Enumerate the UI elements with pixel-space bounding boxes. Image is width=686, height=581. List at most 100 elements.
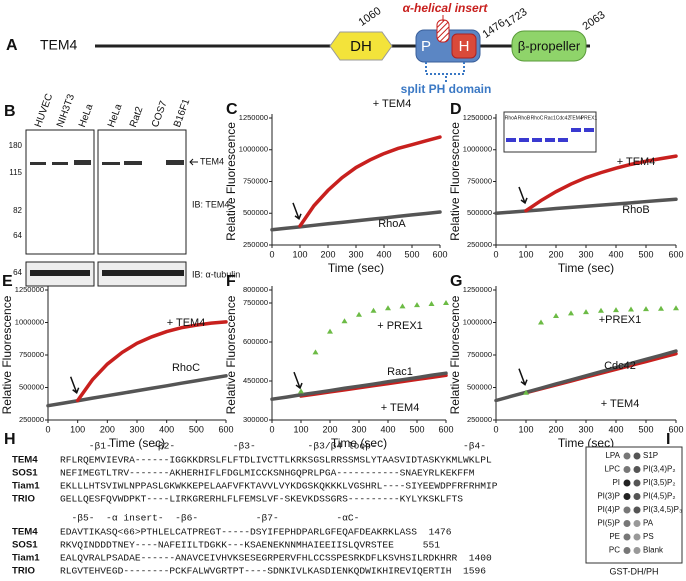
x-tick-label: 0 (269, 424, 274, 434)
y-axis-label: Relative Fluorescence (0, 295, 14, 414)
x-tick-label: 400 (159, 424, 174, 434)
lipid-label: Blank (643, 546, 664, 555)
y-tick-label: 600000 (243, 337, 268, 346)
chart: F 300000 450000 600000 750000 800000 0 100 200 30… (224, 273, 453, 450)
inset-band (545, 138, 555, 142)
panel-b: B (4, 103, 187, 287)
x-tick-label: 500 (404, 249, 419, 259)
x-tick-label: 500 (189, 424, 204, 434)
lipid-spot (633, 547, 641, 554)
sequence: RKVQINDDDTNEY----NAFEIILTDGKK---KSAENEKN… (60, 540, 440, 551)
lipid-spot (633, 533, 641, 541)
x-tick-label: 0 (493, 249, 498, 259)
series-label: + TEM4 (601, 398, 640, 410)
protein-name: TEM4 (40, 37, 78, 53)
position-label: 1723 (503, 6, 530, 30)
series-label: Rac1 (387, 366, 413, 378)
x-tick-label: 600 (218, 424, 233, 434)
inset-lane-label: RhoA (505, 115, 518, 121)
arrow (292, 202, 302, 221)
data-point (298, 388, 304, 394)
y-tick-label: 1000000 (239, 145, 268, 154)
y-tick-label: 750000 (467, 350, 492, 359)
panel-a: A TEM4 DH P H α-helical insert β-propell… (6, 1, 607, 96)
series-label: + TEM4 (617, 156, 656, 168)
lipid-label: PS (643, 532, 654, 541)
species-name: TEM4 (12, 527, 38, 538)
band-arrow (189, 158, 198, 166)
x-tick-label: 100 (70, 424, 85, 434)
lipid-spot (633, 479, 641, 487)
inset-band (571, 128, 581, 132)
lipid-label: PC (609, 546, 620, 555)
inset-lane-label: RhoC (531, 115, 544, 121)
species-name: SOS1 (12, 540, 38, 551)
blot-left (25, 129, 95, 255)
x-tick-label: 500 (638, 249, 653, 259)
alignment-header: -β5- -α insert- -β6- -β7- -αC- (60, 513, 359, 524)
insert-label: α-helical insert (403, 1, 489, 15)
series-label: +PREX1 (599, 314, 642, 326)
lipid-label: PI(3,5)P₂ (643, 478, 675, 487)
panel-label: A (6, 37, 18, 54)
data-point (356, 311, 362, 317)
sequence: EALQVRALPSADAE------ANAVCEIVHVKSESEGRPER… (60, 553, 492, 564)
x-tick-label: 600 (668, 249, 683, 259)
y-tick-label: 800000 (243, 285, 268, 294)
species-name: TRIO (12, 494, 35, 505)
split-label: split PH domain (401, 82, 492, 96)
y-tick-label: 1250000 (463, 113, 492, 122)
lipid-strip (585, 446, 683, 564)
lipid-label: PI(3)P (597, 492, 620, 501)
sequence: RFLRQEMVIEVRA------IGGKKDRSLFLFTDLIVCTTL… (60, 455, 492, 466)
data-point (523, 389, 529, 395)
lane-label: COS7 (150, 99, 170, 129)
data-point (428, 301, 435, 307)
x-tick-label: 300 (578, 249, 593, 259)
sequence: NEFIMEGTLTRV-------AKHERHIFLFDGLMICCKSNH… (60, 468, 475, 479)
y-tick-label: 500000 (467, 382, 492, 391)
data-point (385, 305, 391, 311)
series-label: Cdc42 (604, 360, 636, 372)
y-axis-label: Relative Fluorescence (224, 122, 238, 241)
dh-label: DH (350, 38, 372, 55)
x-tick-label: 300 (578, 424, 593, 434)
lipid-spot (623, 493, 631, 500)
lane-label: NIH3T3 (55, 92, 77, 129)
series-label: RhoC (172, 362, 200, 374)
species-name: Tiam1 (12, 481, 40, 492)
chart: G 250000 500000 750000 1000000 1250000 0 100 200… (448, 273, 683, 450)
data-point (553, 313, 559, 318)
x-tick-label: 0 (269, 249, 274, 259)
lipid-spot (623, 533, 631, 541)
y-tick-label: 500000 (467, 208, 492, 217)
series-label: + PREX1 (377, 320, 423, 332)
lipid-label: LPC (604, 465, 620, 474)
p-label: P (421, 38, 431, 55)
lipid-label: PI(3,4,5)P₃ (643, 505, 682, 514)
panel-label: C (226, 101, 238, 118)
dh-domain (329, 31, 393, 61)
mw-marker: 115 (9, 168, 22, 177)
data-point (312, 349, 319, 355)
lipid-spot (623, 452, 631, 460)
lane-label: HeLa (106, 102, 125, 129)
y-tick-label: 1250000 (239, 113, 268, 122)
lipid-label: S1P (643, 451, 658, 460)
panel-label: E (2, 273, 13, 290)
y-tick-label: 1000000 (463, 145, 492, 154)
series-label: + TEM4 (373, 98, 412, 110)
x-axis-label: Time (sec) (328, 261, 384, 275)
lane-label: Rat2 (128, 105, 146, 129)
data-point (568, 310, 574, 316)
sequence: GELLQESFQVWDPKT----LIRKGRERHLFLFEMSLVF-S… (60, 494, 463, 505)
x-tick-label: 200 (322, 424, 337, 434)
lane-label: B16F1 (172, 97, 193, 129)
data-point (443, 300, 449, 305)
data-point (370, 307, 377, 313)
y-tick-label: 450000 (243, 376, 268, 385)
lipid-label: PI(4)P (597, 505, 620, 514)
lipid-label: PE (609, 532, 620, 541)
data-line (298, 135, 442, 228)
inset-lane-label: PREX1 (581, 115, 598, 121)
